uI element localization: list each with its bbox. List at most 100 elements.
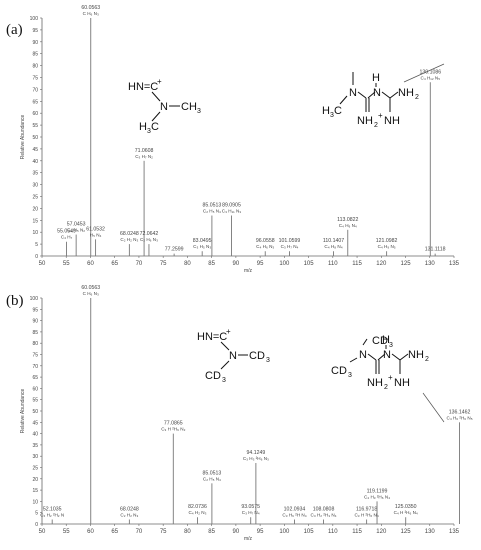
- y-axis-label: Relative Abundance: [20, 389, 26, 434]
- peak-mz-label: 130.1086: [419, 69, 441, 75]
- peak-formula-label: C₃ H ²H₆ N₄: [354, 512, 378, 517]
- peak-formula-label: C₃ H₃ ²H₆ N₃: [243, 456, 269, 461]
- y-tick-label: 45: [32, 147, 38, 153]
- y-tick-label: 35: [32, 443, 38, 449]
- x-tick-label: 50: [39, 261, 46, 267]
- y-tick-label: 100: [30, 296, 39, 302]
- x-tick-label: 85: [208, 529, 215, 535]
- peak-formula-label: C₄ H₁₂ N₅: [421, 75, 441, 80]
- peak-formula-label: C₂ H₅ N₂: [67, 228, 85, 233]
- structure-a-fragment: HN=C + N CH 3 H 3 C: [128, 77, 201, 135]
- frag-a-h3c-h: H: [139, 121, 147, 133]
- x-tick-label: 105: [304, 529, 315, 535]
- frag-a-bond-3: [151, 111, 161, 122]
- mol-a-bond-n2: [367, 91, 376, 99]
- y-axis-label: Relative Abundance: [20, 115, 26, 160]
- peak-formula-label: C₃ H ²H₆ N₂: [161, 427, 185, 432]
- frag-b-cd3-right: CD: [249, 350, 265, 362]
- peak-formula-label: C₄ H₉ N₅: [378, 244, 396, 249]
- mol-b-bond-c1: [367, 353, 377, 361]
- x-tick-label: 85: [208, 261, 215, 267]
- frag-a-bond-1: [151, 91, 161, 102]
- structure-a-molecule: N H 3 C NH 2 + H N NH 2 NH: [322, 72, 419, 129]
- peak-formula-label: C₃ H₁₁ N₃: [222, 209, 241, 214]
- peak-mz-label: 60.0563: [81, 5, 100, 11]
- mol-b-cd3-top: CD: [372, 335, 388, 347]
- x-tick-label: 60: [87, 529, 94, 535]
- peak-formula-label: H₅ N₄: [90, 232, 102, 237]
- panel-label-b: (b): [6, 293, 24, 309]
- x-tick-label: 65: [111, 529, 118, 535]
- mol-a-h3c-c: C: [334, 105, 342, 117]
- y-tick-label: 80: [32, 341, 38, 347]
- x-tick-label: 50: [39, 529, 46, 535]
- x-tick-label: 60: [87, 261, 94, 267]
- spectrum-a: 0 5 10 15 20 25 30 35 40 45 50 55 60 65 70 75 80 85 90 95 10…: [20, 5, 460, 274]
- y-tick-label: 30: [32, 454, 38, 460]
- frag-b-top: HN=C: [197, 331, 227, 343]
- x-tick-label: 75: [160, 529, 167, 535]
- mol-a-n2: N: [373, 87, 381, 99]
- peak-formula-label: C₂ H₅ N₄: [203, 476, 221, 481]
- mol-b-nh2-sub: 2: [425, 356, 429, 363]
- peak-formula-label: C₂ H₅ N₄: [203, 209, 221, 214]
- mol-a-nh2p-charge: +: [378, 111, 383, 120]
- frag-b-cd3-left: CD: [205, 370, 221, 382]
- x-axis-label: m/z: [244, 536, 253, 542]
- mol-a-nh2: NH: [398, 87, 414, 99]
- y-tick-label: 15: [32, 488, 38, 494]
- y-tick-label: 20: [32, 206, 38, 212]
- spectrum-b: 0 5 10 15 20 25 30 35 40 45 50 55 60 65 70 75 80 85 90 95 10…: [20, 285, 473, 542]
- peak-formula-label: C₄ H₉ N₄: [339, 223, 357, 228]
- x-tick-label: 90: [233, 261, 240, 267]
- peak-mz-label: 52.1035: [43, 506, 62, 512]
- peak-mz-label: 96.0558: [256, 238, 275, 244]
- mol-b-n1: N: [359, 349, 367, 361]
- peak-mz-label: 61.0532: [86, 226, 105, 232]
- mol-b-n2: N: [383, 349, 391, 361]
- mol-a-nh2p-sub: 2: [374, 122, 378, 129]
- y-tick-label: 55: [32, 398, 38, 404]
- peak-mz-label: 71.0608: [135, 148, 154, 154]
- y-tick-label: 55: [32, 123, 38, 129]
- peak-formula-label: C₄ H₂ N₃: [188, 510, 206, 515]
- x-tick-label: 100: [279, 529, 290, 535]
- y-tick-label: 65: [32, 99, 38, 105]
- x-axis-label: m/z: [244, 268, 253, 274]
- structure-b-fragment: HN=C + N CD 3 CD 3: [197, 327, 270, 384]
- y-tick-label: 40: [32, 432, 38, 438]
- y-tick-label: 10: [32, 230, 38, 236]
- peak-formula-label: C₃ H₅ N₃: [193, 244, 211, 249]
- peak-mz-label: 77.0865: [164, 421, 183, 427]
- peak-mz-label: 85.0513: [203, 203, 222, 209]
- y-tick-label: 65: [32, 375, 38, 381]
- mol-a-bond-h3c: [339, 95, 348, 105]
- peak-formula-label: C₂ H₂ ²H₂ N: [40, 512, 64, 517]
- mol-b-cd3-left: CD: [331, 365, 347, 377]
- peak-mz-label: 83.0495: [193, 238, 212, 244]
- peak-mz-label: 57.0453: [67, 222, 86, 228]
- peak-mz-label: 131.1118: [425, 247, 446, 253]
- y-tick-label: 10: [32, 499, 38, 505]
- mol-b-nh2p: NH: [367, 377, 383, 389]
- peak-formula-label: C₄ H₆ N₃: [256, 244, 274, 249]
- y-tick-label: 75: [32, 76, 38, 82]
- peak-mz-label: 85.0513: [203, 470, 222, 476]
- x-tick-label: 95: [257, 261, 264, 267]
- y-tick-label: 95: [32, 307, 38, 313]
- x-tick-label: 120: [376, 261, 387, 267]
- y-tick-label: 60: [32, 386, 38, 392]
- mol-a-n1: N: [349, 87, 357, 99]
- frag-b-bond-3: [220, 360, 230, 370]
- peak-mz-label: 55.0549: [57, 229, 76, 235]
- mol-b-nh2p-sub: 2: [384, 384, 388, 391]
- peak-formula-label: C₂ H₂ N₃: [120, 512, 138, 517]
- frag-a-top: HN=C: [128, 81, 158, 93]
- peak-mz-label: 113.0822: [337, 217, 358, 223]
- mol-b-bond-nh2: [399, 353, 409, 361]
- peak-formula-label: C₄ H₈ N₄: [324, 244, 342, 249]
- peak-mz-label: 89.0905: [222, 203, 241, 209]
- frag-a-ch3-right: CH: [181, 101, 197, 113]
- y-tick-label: 100: [30, 16, 39, 22]
- y-tick-label: 70: [32, 364, 38, 370]
